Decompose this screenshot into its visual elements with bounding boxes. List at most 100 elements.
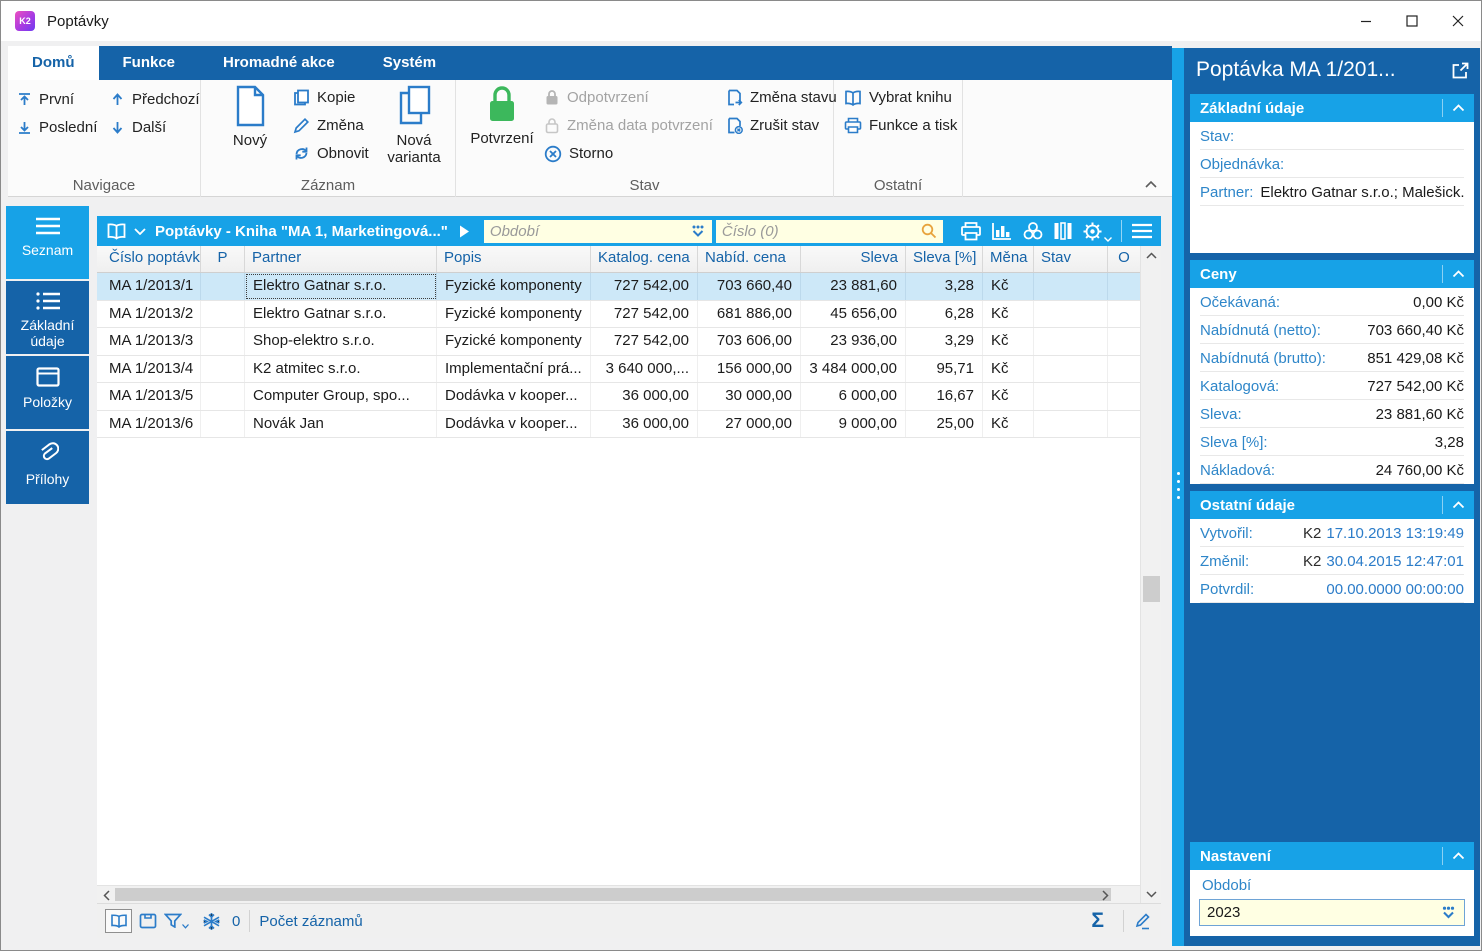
new-button[interactable]: Nový bbox=[221, 85, 279, 149]
close-button[interactable] bbox=[1435, 1, 1481, 41]
price-field-row[interactable]: Sleva [%]: 3,28 bbox=[1200, 428, 1464, 456]
filter-icon[interactable] bbox=[164, 913, 189, 929]
collapse-chevron-icon[interactable] bbox=[1442, 99, 1474, 117]
tab-funkce[interactable]: Funkce bbox=[122, 54, 176, 71]
period-input[interactable]: 2023 bbox=[1198, 898, 1466, 927]
maximize-button[interactable] bbox=[1389, 1, 1435, 41]
open-record-icon[interactable] bbox=[1451, 61, 1470, 80]
snowflake-icon[interactable] bbox=[202, 912, 221, 931]
field-partner[interactable]: Partner: Elektro Gatnar s.r.o.; Malešick… bbox=[1200, 178, 1464, 206]
refresh-button[interactable]: Obnovit bbox=[293, 141, 369, 166]
column-header[interactable]: O bbox=[1118, 249, 1130, 266]
table-row[interactable]: MA 1/2013/1 Elektro Gatnar s.r.o. Fyzické … bbox=[97, 273, 1140, 301]
scroll-left-icon[interactable] bbox=[97, 886, 115, 904]
sidebar-item-prilohy[interactable]: Přílohy bbox=[6, 431, 89, 504]
minimize-button[interactable] bbox=[1343, 1, 1389, 41]
chart-icon[interactable] bbox=[991, 221, 1013, 241]
column-header[interactable]: Sleva [%] bbox=[906, 246, 983, 272]
sidebar-item-zakladni-udaje[interactable]: Základní údaje bbox=[6, 281, 89, 354]
table-row[interactable]: MA 1/2013/4 K2 atmitec s.r.o. Implementačn… bbox=[97, 355, 1140, 383]
new-variant-button[interactable]: Nová varianta bbox=[379, 85, 449, 166]
panel-splitter[interactable] bbox=[1172, 48, 1184, 946]
column-header[interactable]: Měna bbox=[983, 246, 1034, 272]
change-state-button[interactable]: Změna stavu bbox=[726, 85, 837, 110]
price-field-row[interactable]: Nabídnutá (brutto): 851 429,08 Kč bbox=[1200, 344, 1464, 372]
cancel-state-button[interactable]: Zrušit stav bbox=[726, 113, 819, 138]
edit-icon[interactable] bbox=[1133, 912, 1153, 930]
tab-system[interactable]: Systém bbox=[382, 54, 437, 71]
audit-field-row[interactable]: Vytvořil: K2 17.10.2013 13:19:49 bbox=[1200, 519, 1464, 547]
columns-icon[interactable] bbox=[1053, 221, 1073, 241]
chevron-down-icon[interactable] bbox=[134, 227, 146, 235]
table-cell: 156 000,00 bbox=[698, 355, 801, 382]
price-field-row[interactable]: Nabídnutá (netto): 703 660,40 Kč bbox=[1200, 316, 1464, 344]
scroll-thumb[interactable] bbox=[115, 888, 1111, 901]
container-icon[interactable] bbox=[139, 913, 157, 929]
column-header[interactable]: Sleva bbox=[801, 246, 906, 272]
column-header[interactable]: Stav bbox=[1034, 246, 1108, 272]
sidebar-item-seznam[interactable]: Seznam bbox=[6, 206, 89, 279]
copy-button[interactable]: Kopie bbox=[293, 85, 355, 110]
menu-icon[interactable] bbox=[1131, 223, 1153, 239]
column-header[interactable]: P bbox=[201, 246, 245, 272]
table-cell: Computer Group, spo... bbox=[245, 383, 437, 410]
ribbon-collapse-button[interactable] bbox=[1144, 180, 1158, 188]
column-header[interactable]: Nabíd. cena bbox=[698, 246, 801, 272]
confirm-button[interactable]: Potvrzení bbox=[470, 85, 534, 147]
price-field-row[interactable]: Katalogová: 727 542,00 Kč bbox=[1200, 372, 1464, 400]
table-row[interactable]: MA 1/2013/3 Shop-elektro s.r.o. Fyzické ko… bbox=[97, 328, 1140, 356]
section-header[interactable]: Ceny bbox=[1190, 260, 1474, 288]
scroll-thumb[interactable] bbox=[1143, 576, 1160, 602]
table-row[interactable]: MA 1/2013/5 Computer Group, spo... Dodávka… bbox=[97, 383, 1140, 411]
next-button[interactable]: Další bbox=[110, 115, 166, 140]
price-field-row[interactable]: Sleva: 23 881,60 Kč bbox=[1200, 400, 1464, 428]
column-header[interactable]: Katalog. cena bbox=[591, 246, 698, 272]
tab-domu[interactable]: Domů bbox=[8, 46, 99, 80]
column-header[interactable]: Číslo poptávky bbox=[97, 246, 201, 272]
period-filter-input[interactable]: Období bbox=[483, 219, 712, 243]
timestamp: 00.00.0000 00:00:00 bbox=[1326, 581, 1464, 598]
print-icon[interactable] bbox=[960, 221, 982, 241]
field-stav[interactable]: Stav: bbox=[1200, 122, 1464, 150]
scroll-down-icon[interactable] bbox=[1141, 885, 1162, 903]
collapse-chevron-icon[interactable] bbox=[1442, 265, 1474, 283]
edit-button[interactable]: Změna bbox=[293, 113, 364, 138]
collapse-chevron-icon[interactable] bbox=[1442, 496, 1474, 514]
price-field-row[interactable]: Nákladová: 24 760,00 Kč bbox=[1200, 456, 1464, 484]
collapse-chevron-icon[interactable] bbox=[1442, 847, 1474, 865]
section-header[interactable]: Ostatní údaje bbox=[1190, 491, 1474, 519]
field-objednavka[interactable]: Objednávka: bbox=[1200, 150, 1464, 178]
gear-icon[interactable] bbox=[1082, 221, 1112, 242]
functions-print-button[interactable]: Funkce a tisk bbox=[844, 113, 957, 138]
scroll-up-icon[interactable] bbox=[1141, 246, 1162, 264]
play-icon[interactable] bbox=[459, 225, 470, 238]
dropdown-list-icon[interactable] bbox=[1440, 906, 1457, 920]
column-header[interactable]: Partner bbox=[245, 246, 437, 272]
dropdown-list-icon[interactable] bbox=[690, 225, 706, 238]
audit-field-row[interactable]: Potvrdil: 00.00.0000 00:00:00 bbox=[1200, 575, 1464, 603]
price-field-row[interactable]: Očekávaná: 0,00 Kč bbox=[1200, 288, 1464, 316]
column-header[interactable]: Popis bbox=[437, 246, 591, 272]
tab-hromadne-akce[interactable]: Hromadné akce bbox=[223, 54, 335, 71]
first-button[interactable]: První bbox=[17, 87, 74, 112]
table-cell: 681 886,00 bbox=[698, 300, 801, 327]
horizontal-scrollbar[interactable] bbox=[97, 885, 1140, 903]
table-row[interactable]: MA 1/2013/6 Novák Jan Dodávka v kooper... 3… bbox=[97, 410, 1140, 438]
select-book-button[interactable]: Vybrat knihu bbox=[844, 85, 952, 110]
search-icon[interactable] bbox=[921, 223, 937, 239]
scroll-right-icon[interactable] bbox=[1096, 886, 1114, 904]
previous-button[interactable]: Předchozí bbox=[110, 87, 200, 112]
number-search-input[interactable]: Číslo (0) bbox=[715, 219, 943, 243]
last-button[interactable]: Poslední bbox=[17, 115, 97, 140]
vertical-scrollbar[interactable] bbox=[1140, 246, 1161, 903]
book-view-icon[interactable] bbox=[105, 909, 132, 933]
section-header[interactable]: Základní údaje bbox=[1190, 94, 1474, 122]
section-header[interactable]: Nastavení bbox=[1190, 842, 1474, 870]
cube-icon[interactable] bbox=[1022, 221, 1044, 241]
storno-button[interactable]: Storno bbox=[544, 141, 613, 166]
sum-icon[interactable]: Σ bbox=[1091, 909, 1104, 932]
audit-field-row[interactable]: Změnil: K2 30.04.2015 12:47:01 bbox=[1200, 547, 1464, 575]
table-row[interactable]: MA 1/2013/2 Elektro Gatnar s.r.o. Fyzické … bbox=[97, 300, 1140, 328]
sidebar-item-polozky[interactable]: Položky bbox=[6, 356, 89, 429]
book-icon[interactable] bbox=[106, 223, 127, 240]
